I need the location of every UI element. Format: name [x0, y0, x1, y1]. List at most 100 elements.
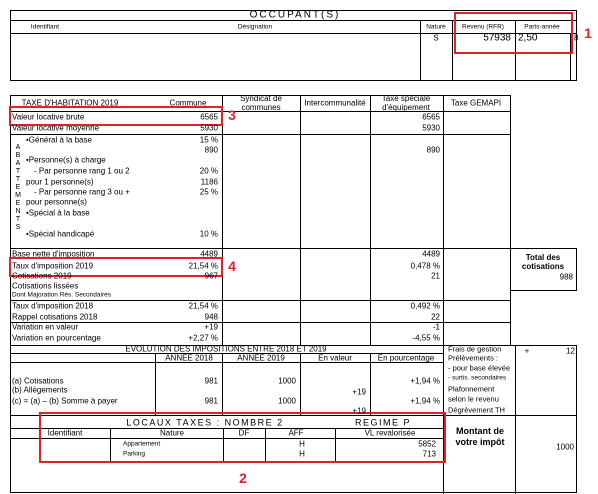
- row-label: Base nette d'imposition: [12, 249, 95, 259]
- commune-value: 5930: [200, 123, 218, 133]
- column-header: Taxe spéciale d'équipement: [381, 94, 431, 112]
- column-header: Syndicat de communes: [240, 94, 282, 112]
- tse-value: 0,492 %: [410, 301, 440, 311]
- row-label: Valeur locative brute: [12, 112, 85, 122]
- frais-line: Frais de gestion: [448, 344, 502, 354]
- column-header: DF: [238, 428, 250, 438]
- column-header: Identifiant: [30, 23, 60, 31]
- tse-value: 5930: [422, 123, 440, 133]
- row-label: •Personne(s) à charge: [26, 155, 106, 165]
- row-label: Variation en valeur: [12, 322, 79, 332]
- commune-value: 10 %: [199, 229, 218, 239]
- tse-value: 21: [431, 271, 440, 281]
- value-pct: +1,94 %: [410, 396, 440, 406]
- vertical-label: ABATTEMENTS: [14, 144, 22, 232]
- total-box: [510, 248, 577, 291]
- tse-value: 22: [431, 312, 440, 322]
- section-title: LOCAUX TAXES : NOMBRE 2: [126, 417, 284, 428]
- column-header: TAXE D'HABITATION 2019: [21, 98, 119, 108]
- row-label: •Général à la base: [26, 135, 92, 145]
- commune-value: 25 %: [199, 187, 218, 197]
- frais-line: - surtis. secondaires: [448, 374, 507, 382]
- local-aff: H: [299, 439, 305, 449]
- commune-value: 6565: [200, 112, 218, 122]
- row-label: Variation en pourcentage: [12, 333, 101, 343]
- column-header: VL revalorisée: [364, 428, 416, 438]
- section-title: EVOLUTION DES IMPOSITIONS ENTRE 2018 ET …: [125, 344, 327, 354]
- value-2019: 1000: [278, 396, 296, 406]
- value-diff: +19: [352, 406, 366, 416]
- row-label: •Spécial handicapé: [26, 229, 95, 239]
- annotation: 3: [228, 107, 236, 123]
- column-header: AFF: [288, 428, 304, 438]
- tse-value: -4,55 %: [412, 333, 440, 343]
- frais-line: Plafonnement: [448, 384, 495, 394]
- column-header: Nature: [159, 428, 185, 438]
- value-pct: +1,94 %: [410, 376, 440, 386]
- commune-value: 4489: [200, 249, 218, 259]
- column-header: Parts-année: [524, 23, 560, 31]
- commune-value: 21,54 %: [188, 301, 218, 311]
- row-label: Taux d'imposition 2018: [12, 301, 94, 311]
- commune-value: 890: [204, 145, 218, 155]
- highlight-box: [39, 412, 446, 463]
- value-2018: 981: [204, 396, 218, 406]
- parts-value: 2,50: [518, 32, 538, 44]
- frais-line: selon le revenu: [448, 394, 499, 404]
- row-label: Valeur locative moyenne: [12, 123, 100, 133]
- tse-value: 4489: [422, 249, 440, 259]
- highlight-box: [9, 106, 223, 126]
- row-label: (c) = (a) – (b) Somme à payer: [12, 396, 118, 406]
- commune-value: 967: [204, 271, 218, 281]
- occupant-box: [10, 10, 577, 81]
- value-2019: 1000: [278, 376, 296, 386]
- annotation: 4: [228, 258, 236, 274]
- row-label: pour personne(s): [26, 197, 87, 207]
- row-label: Cotisations lissées: [12, 281, 79, 291]
- row-label: pour 1 personne(s): [26, 177, 94, 187]
- column-header: Nature: [426, 23, 446, 31]
- commune-value: 948: [204, 312, 218, 322]
- frais-line: Dégrèvement TH: [448, 405, 505, 415]
- column-header: Identifiant: [47, 428, 83, 438]
- commune-value: 15 %: [199, 135, 218, 145]
- commune-value: +19: [204, 322, 218, 332]
- montant-value: 1000: [556, 442, 574, 452]
- commune-value: 20 %: [199, 166, 218, 176]
- montant-label: Montant de votre impôt: [455, 426, 505, 447]
- row-label: (a) Cotisations: [12, 376, 64, 386]
- row-label: Taux d'imposition 2019: [12, 261, 94, 271]
- total-value: 988: [559, 272, 573, 282]
- regime: REGIME P: [354, 417, 412, 428]
- frais-line: Prélèvements :: [448, 353, 499, 363]
- section-title: OCCUPANT(S): [249, 9, 341, 21]
- row-label: Rappel cotisations 2018: [12, 312, 98, 322]
- value-diff: +19: [352, 387, 366, 397]
- local-aff: H: [299, 449, 305, 459]
- extra-value: 8: [574, 33, 579, 43]
- local-nature: Parking: [123, 450, 146, 458]
- column-header: ANNEE 2019: [237, 353, 285, 363]
- tse-value: 6565: [422, 112, 440, 122]
- annotation: 2: [239, 470, 247, 486]
- commune-value: 21,54 %: [188, 261, 218, 271]
- row-label: Cotisations 2019: [12, 271, 72, 281]
- column-header: Commune: [169, 98, 207, 108]
- nature-value: S: [433, 33, 439, 43]
- column-header: En pourcentage: [377, 353, 435, 363]
- annotation: 1: [584, 25, 592, 41]
- value-2018: 981: [204, 376, 218, 386]
- column-header: Intercommunalité: [304, 98, 366, 108]
- local-nature: Appartement: [123, 440, 161, 448]
- tse-value: 890: [426, 145, 440, 155]
- row-label: Dont Majoration Rés. Secondaires: [12, 291, 111, 299]
- frais-sign: +: [524, 346, 530, 356]
- total-label: Total des cotisations: [521, 253, 565, 271]
- row-label: - Par personne rang 1 ou 2: [34, 166, 130, 176]
- column-header: Revenu (RFR): [462, 23, 504, 31]
- commune-value: +2,27 %: [188, 333, 218, 343]
- column-header: ANNEE 2018: [165, 353, 213, 363]
- column-header: Taxe GEMAPI: [450, 98, 502, 108]
